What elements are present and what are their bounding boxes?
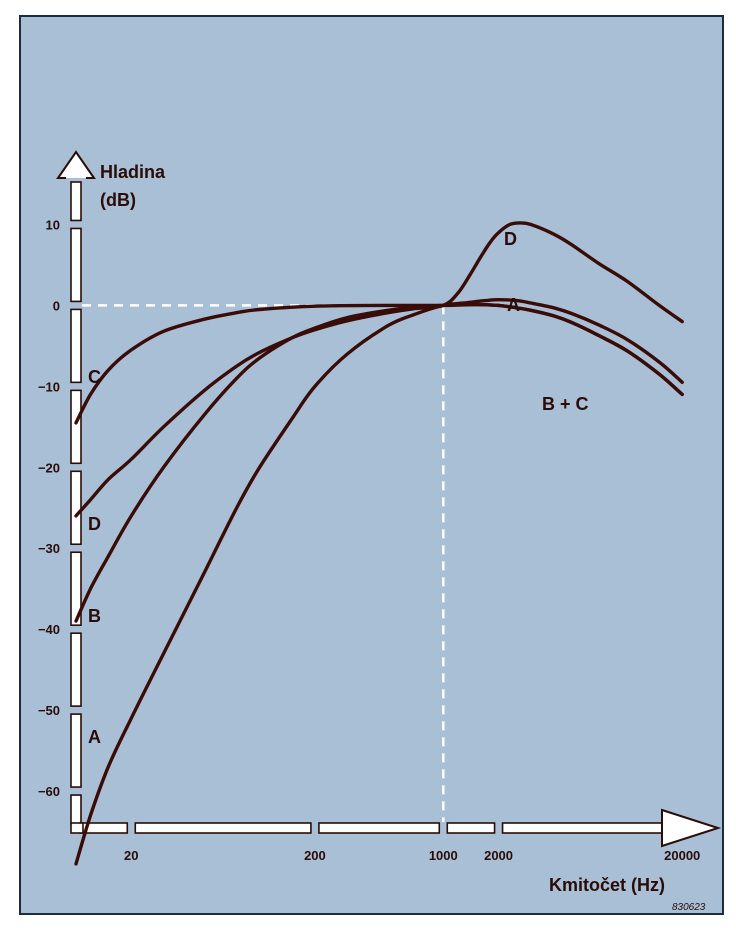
chart-background	[19, 15, 724, 915]
y-axis-segment	[70, 181, 82, 222]
label-a-start: A	[88, 727, 101, 747]
y-axis-arrow	[56, 150, 96, 179]
x-axis-segment	[501, 822, 680, 834]
axis-corner	[70, 822, 84, 834]
label-b-plus-c: B + C	[542, 394, 589, 414]
y-axis-segment	[70, 632, 82, 707]
y-tick-label: −40	[38, 622, 60, 637]
label-d-start: D	[88, 514, 101, 534]
y-tick-label: −20	[38, 460, 60, 475]
curves	[74, 221, 684, 866]
label-a-end: A	[507, 295, 520, 315]
x-axis-segment	[134, 822, 312, 834]
y-axis-segment	[70, 389, 82, 465]
x-tick-label: 1000	[429, 848, 458, 863]
figure-code: 830623	[672, 902, 706, 913]
y-tick-label: 10	[46, 217, 60, 232]
y-tick-label: 0	[53, 298, 60, 313]
curve-d	[74, 221, 684, 518]
y-axis-title-line2: (dB)	[100, 190, 136, 210]
axes	[56, 150, 722, 848]
y-tick-label: −30	[38, 541, 60, 556]
y-tick-label: −60	[38, 784, 60, 799]
tick-labels: 10 0 −10 −20 −30 −40 −50 −60 20 200 1000 2000 20000	[38, 217, 700, 863]
y-tick-label: −50	[38, 703, 60, 718]
reference-lines	[82, 304, 445, 822]
label-d-end: D	[504, 229, 517, 249]
curve-a	[74, 298, 684, 866]
label-c-start: C	[88, 367, 101, 387]
x-tick-label: 200	[304, 848, 326, 863]
x-tick-label: 2000	[484, 848, 513, 863]
x-tick-label: 20000	[664, 848, 700, 863]
label-b-start: B	[88, 606, 101, 626]
y-axis-segment	[70, 713, 82, 788]
x-axis-arrow	[661, 808, 722, 848]
y-tick-label: −10	[38, 379, 60, 394]
y-axis-segment	[70, 794, 82, 825]
x-tick-label: 20	[124, 848, 138, 863]
x-axis-segment	[318, 822, 441, 834]
x-axis-segment	[446, 822, 496, 834]
y-axis-segment	[70, 470, 82, 546]
y-axis-segment	[70, 227, 82, 303]
y-axis-segment	[70, 551, 82, 626]
y-axis-title-line1: Hladina	[100, 162, 166, 182]
x-axis-title: Kmitočet (Hz)	[549, 875, 665, 895]
y-axis-segment	[70, 308, 82, 384]
